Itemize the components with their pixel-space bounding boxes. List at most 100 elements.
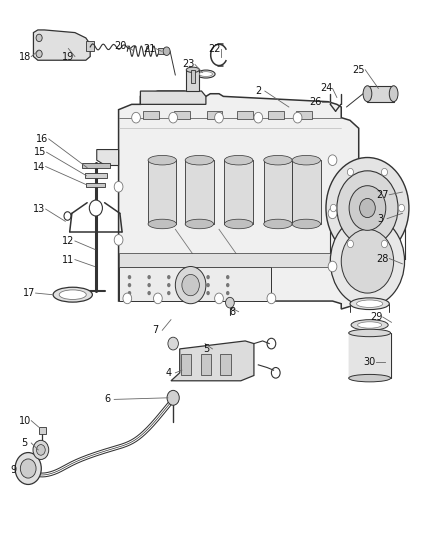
Circle shape	[36, 50, 42, 58]
Bar	[191, 70, 195, 83]
Bar	[181, 354, 191, 375]
Text: 13: 13	[33, 204, 45, 214]
Circle shape	[293, 112, 302, 123]
Text: 30: 30	[364, 357, 376, 367]
Text: 17: 17	[23, 288, 35, 298]
Ellipse shape	[53, 287, 92, 302]
Circle shape	[33, 440, 49, 459]
Circle shape	[169, 112, 177, 123]
Bar	[292, 160, 321, 224]
Circle shape	[347, 240, 353, 248]
Text: 12: 12	[62, 236, 74, 246]
Text: 10: 10	[18, 416, 31, 426]
Ellipse shape	[185, 219, 214, 229]
Circle shape	[206, 275, 210, 279]
Bar	[220, 354, 231, 375]
Ellipse shape	[186, 67, 199, 72]
Text: 9: 9	[11, 465, 17, 474]
Bar	[186, 70, 199, 91]
Circle shape	[167, 275, 170, 279]
Bar	[144, 111, 159, 119]
Bar	[158, 48, 166, 54]
Ellipse shape	[357, 322, 381, 328]
Text: 16: 16	[36, 134, 48, 144]
Circle shape	[148, 283, 151, 287]
Circle shape	[226, 283, 230, 287]
Circle shape	[128, 283, 131, 287]
Text: 28: 28	[377, 254, 389, 263]
Circle shape	[347, 168, 353, 176]
Bar	[148, 160, 177, 224]
Ellipse shape	[185, 156, 214, 165]
Text: 14: 14	[33, 161, 45, 172]
Text: 21: 21	[143, 44, 155, 53]
Circle shape	[267, 293, 276, 304]
Text: 5: 5	[203, 344, 209, 354]
Bar	[264, 160, 292, 224]
Circle shape	[36, 34, 42, 42]
Bar	[201, 354, 211, 375]
Ellipse shape	[264, 156, 292, 165]
Text: 18: 18	[18, 52, 31, 61]
Ellipse shape	[264, 219, 292, 229]
Circle shape	[132, 112, 141, 123]
Circle shape	[187, 275, 190, 279]
Text: 19: 19	[62, 52, 74, 61]
Circle shape	[330, 204, 336, 212]
Text: 4: 4	[166, 368, 172, 378]
Bar	[296, 111, 312, 119]
Ellipse shape	[224, 156, 253, 165]
Bar	[207, 111, 223, 119]
Circle shape	[175, 266, 206, 304]
Circle shape	[128, 291, 131, 295]
Ellipse shape	[357, 300, 383, 308]
Circle shape	[226, 297, 234, 308]
Bar	[237, 111, 253, 119]
Bar	[224, 160, 253, 224]
Text: 3: 3	[378, 214, 384, 224]
Circle shape	[167, 291, 170, 295]
Text: 7: 7	[152, 325, 159, 335]
Bar	[86, 183, 106, 187]
Ellipse shape	[349, 374, 391, 382]
Text: 11: 11	[62, 255, 74, 264]
Circle shape	[167, 390, 179, 405]
Circle shape	[328, 208, 337, 219]
Text: 23: 23	[182, 60, 194, 69]
Polygon shape	[119, 266, 272, 301]
Circle shape	[337, 171, 398, 245]
Circle shape	[114, 181, 123, 192]
Circle shape	[215, 112, 223, 123]
Circle shape	[330, 216, 405, 306]
Circle shape	[215, 293, 223, 304]
Text: 29: 29	[370, 312, 382, 322]
Ellipse shape	[197, 70, 215, 78]
Circle shape	[326, 158, 409, 259]
Circle shape	[328, 261, 337, 272]
Bar	[367, 86, 394, 102]
Ellipse shape	[199, 71, 212, 76]
Circle shape	[187, 283, 190, 287]
Circle shape	[168, 337, 178, 350]
Circle shape	[123, 293, 132, 304]
Text: 25: 25	[353, 65, 365, 75]
Circle shape	[89, 200, 102, 216]
Circle shape	[206, 283, 210, 287]
Bar	[174, 111, 190, 119]
Ellipse shape	[59, 290, 86, 300]
Bar	[39, 427, 46, 434]
Bar	[349, 333, 391, 378]
Text: 8: 8	[229, 306, 235, 317]
Circle shape	[360, 198, 375, 217]
Polygon shape	[171, 341, 254, 381]
Ellipse shape	[389, 86, 398, 102]
Ellipse shape	[292, 156, 321, 165]
Ellipse shape	[351, 320, 388, 330]
Circle shape	[381, 240, 388, 248]
Bar	[86, 41, 94, 51]
Circle shape	[20, 459, 36, 478]
Bar	[185, 160, 214, 224]
Circle shape	[182, 274, 199, 296]
Ellipse shape	[292, 219, 321, 229]
Circle shape	[381, 168, 388, 176]
